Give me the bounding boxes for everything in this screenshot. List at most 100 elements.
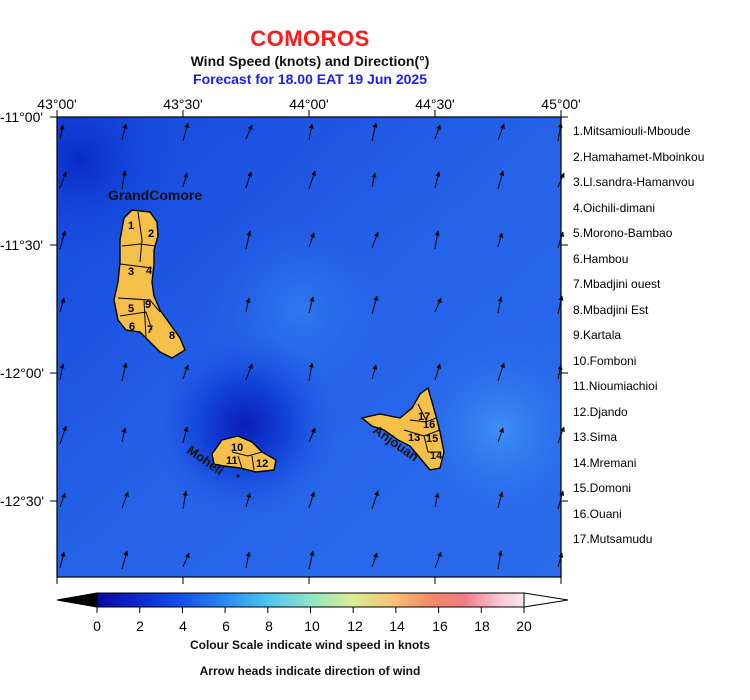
colorbar-caption: Colour Scale indicate wind speed in knot… <box>189 638 431 652</box>
wind-arrows <box>59 122 565 570</box>
wind-arrow <box>245 551 251 569</box>
legend-item: 7.Mbadjini ouest <box>573 277 661 291</box>
wind-arrow <box>59 363 65 381</box>
wind-arrow <box>371 122 378 142</box>
wind-arrow <box>434 171 441 189</box>
wind-arrow <box>308 232 315 248</box>
wind-arrow <box>59 492 66 508</box>
colorbar-tick-label: 10 <box>304 618 320 634</box>
colorbar-tick-label: 16 <box>432 618 448 634</box>
wind-arrow <box>497 427 504 443</box>
wind-arrow <box>434 492 440 508</box>
wind-arrow <box>371 552 378 568</box>
region-number: 11 <box>226 455 238 467</box>
wind-arrow <box>497 123 505 141</box>
region-number: 15 <box>426 433 438 445</box>
frame-ticks <box>50 110 568 584</box>
region-number: 10 <box>231 442 243 454</box>
wind-arrow <box>121 491 129 509</box>
colorbar-tick-label: 20 <box>516 618 532 634</box>
wind-arrow <box>308 362 314 382</box>
wind-arrow <box>59 297 66 313</box>
region-number: 14 <box>430 450 443 462</box>
region-number: 9 <box>145 299 151 311</box>
island-grand-comore <box>113 209 186 359</box>
wind-arrow <box>59 551 66 569</box>
lat-label: -12°30' <box>0 493 45 509</box>
wind-arrow <box>245 230 252 250</box>
wind-arrow <box>245 492 252 508</box>
wind-arrow <box>434 124 441 140</box>
wind-arrow <box>434 230 440 250</box>
colorbar-tick-label: 18 <box>474 618 490 634</box>
region-number: 8 <box>169 330 175 342</box>
region-number: 13 <box>408 432 420 444</box>
colorbar-tick-label: 14 <box>389 618 405 634</box>
legend-item: 15.Domoni <box>573 481 632 495</box>
wind-arrow <box>371 172 377 188</box>
wind-arrow <box>308 296 315 314</box>
region-number: 7 <box>147 324 153 336</box>
island-moheli <box>211 435 277 478</box>
map-subtitle: Wind Speed (knots) and Direction(°) <box>190 53 430 69</box>
lon-label: 43°00' <box>37 96 77 112</box>
wind-arrow <box>434 363 442 381</box>
lon-label: 44°30' <box>415 96 455 112</box>
wind-arrow <box>434 551 442 569</box>
legend-item: 10.Fomboni <box>573 353 637 368</box>
region-number: 5 <box>128 303 134 315</box>
wind-arrow <box>182 490 188 510</box>
colorbar-tick-label: 6 <box>222 618 230 634</box>
legend-item: 16.Ouani <box>573 506 622 521</box>
wind-arrow <box>371 364 378 380</box>
legend-item: 13.Sima <box>573 430 618 444</box>
lat-label: -12°00' <box>0 365 45 381</box>
legend-item: 14.Mremani <box>573 455 637 470</box>
colorbar <box>56 592 569 613</box>
wind-arrow <box>434 297 442 313</box>
region-number-labels: 1 2 3 4 5 6 7 8 9 10 11 12 13 14 15 16 1… <box>128 220 443 470</box>
colorbar-tick-label: 0 <box>93 618 101 634</box>
wind-arrow <box>245 124 253 140</box>
wind-arrow <box>182 552 190 568</box>
region-number: 12 <box>256 458 268 470</box>
region-number: 16 <box>423 419 435 431</box>
wind-arrow <box>121 123 128 141</box>
legend-item: 3.Ll.sandra-Hamanvou <box>573 175 695 189</box>
lat-label: -11°30' <box>0 237 44 253</box>
wind-arrow <box>121 427 127 443</box>
legend-item: 8.Mbadjini Est <box>573 302 649 317</box>
legend-item: 12.Djando <box>573 404 628 419</box>
legend-item: 4.Oichili-dimani <box>573 200 656 215</box>
wind-arrow <box>59 425 67 445</box>
wind-arrow <box>497 491 504 509</box>
wind-arrow <box>121 550 129 570</box>
colorbar-tick-label: 12 <box>347 618 363 634</box>
colorbar-tick-label: 2 <box>136 618 144 634</box>
lon-label: 43°30' <box>163 96 203 112</box>
wind-arrow <box>497 296 503 314</box>
wind-arrow <box>497 232 504 248</box>
arrow-caption: Arrow heads indicate direction of wind <box>199 664 421 678</box>
wind-arrow <box>497 550 503 570</box>
wind-arrow <box>308 427 316 443</box>
wind-arrow <box>371 490 379 510</box>
colorbar-tick-label: 4 <box>179 618 187 634</box>
sea-field <box>57 117 561 577</box>
wind-arrow <box>308 170 316 190</box>
map-title: COMOROS <box>250 26 370 51</box>
region-number: 17 <box>418 411 430 423</box>
wind-arrow <box>121 362 128 382</box>
region-number: 2 <box>148 228 154 240</box>
island-anjouan <box>360 386 445 471</box>
wind-arrow <box>182 172 189 188</box>
legend-item: 9.Kartala <box>573 328 622 342</box>
wind-arrow <box>59 171 67 189</box>
wind-arrow <box>182 426 189 444</box>
colorbar-tick-label: 8 <box>265 618 273 634</box>
wind-arrow <box>308 550 315 570</box>
legend-item: 5.Morono-Bambao <box>573 226 673 240</box>
wind-arrow <box>59 124 65 140</box>
wind-arrow <box>497 170 505 190</box>
